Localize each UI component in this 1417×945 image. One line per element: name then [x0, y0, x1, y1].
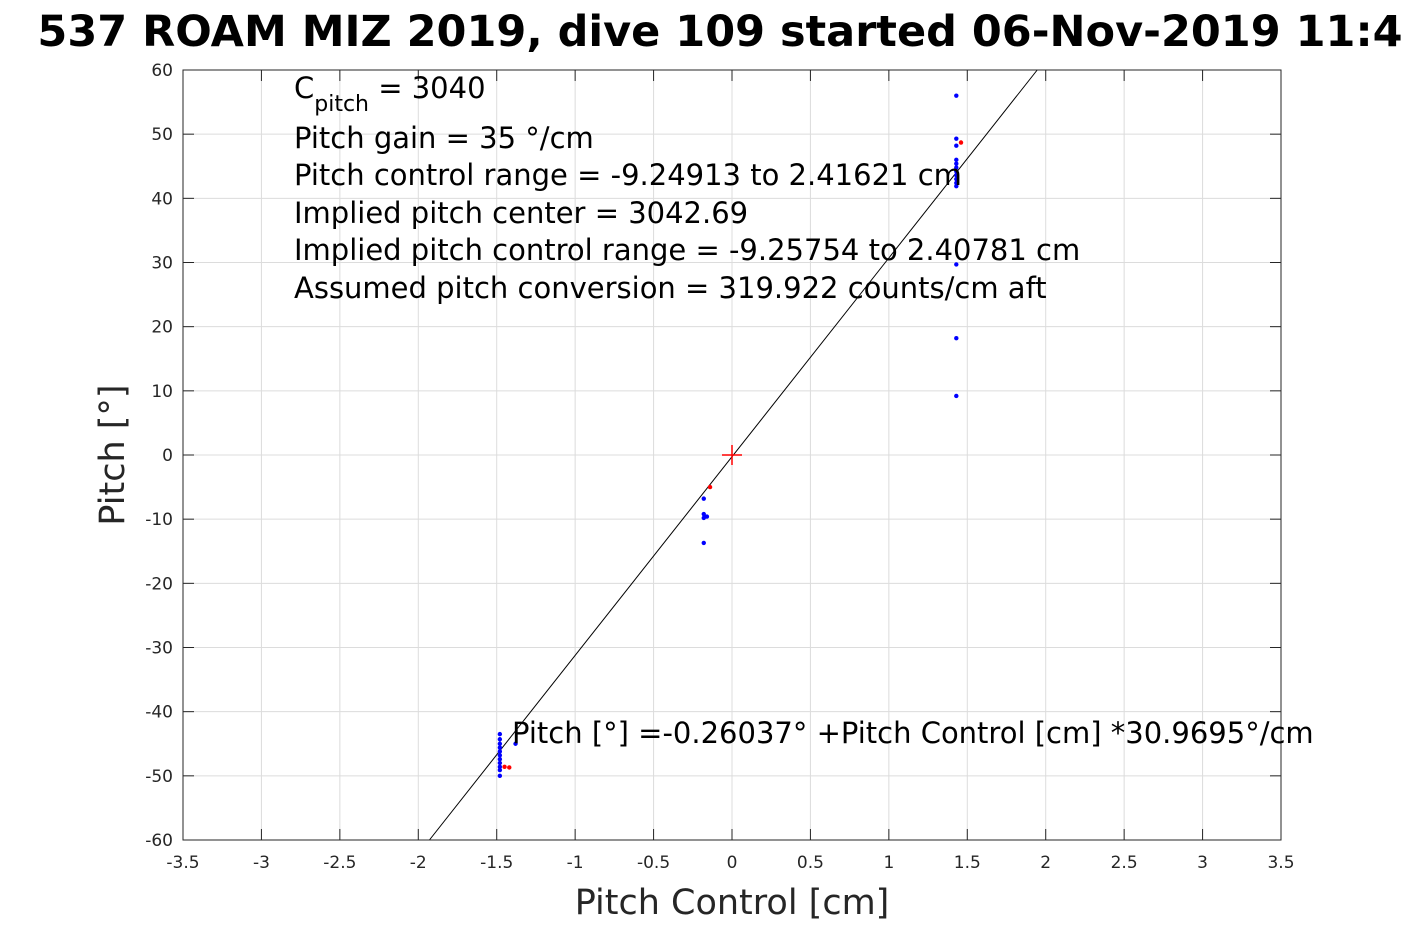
y-axis-ticks: 60 50 40 30 20 10 0 -10 -20 -30 -40 -50 -60: [145, 61, 1281, 851]
x-axis-ticks: -3.5 -3 -2.5 -2 -1.5 -1 -0.5 0 0.5 1 1.5 2 2.5 3 3.5: [166, 70, 1295, 873]
data-point: [954, 136, 959, 141]
annotation-block: Cpitch = 3040 Pitch gain = 35 °/cm Pitch…: [294, 71, 1080, 305]
x-tick-label: -0.5: [637, 853, 670, 873]
y-tick-label: 60: [151, 61, 173, 81]
data-point: [954, 262, 959, 267]
y-tick-label: -60: [145, 831, 173, 851]
data-point: [502, 764, 507, 770]
x-tick-label: 2: [1040, 853, 1051, 873]
x-tick-label: -3: [253, 853, 270, 873]
y-tick-label: -40: [145, 703, 173, 723]
data-point: [954, 176, 959, 182]
y-tick-label: -20: [145, 574, 173, 594]
data-point: [954, 180, 959, 186]
data-point: [497, 756, 503, 762]
c-pitch-subscript: pitch: [314, 92, 369, 117]
data-point: [497, 767, 503, 773]
data-point: [958, 140, 964, 145]
y-tick-label: 0: [162, 446, 173, 466]
data-point: [954, 93, 959, 98]
data-point: [497, 760, 503, 766]
y-tick-label: -10: [145, 510, 173, 530]
data-point: [954, 169, 959, 174]
data-point: [497, 745, 503, 750]
data-point: [497, 773, 503, 779]
c-pitch-main: C: [294, 71, 314, 105]
data-point: [497, 741, 503, 746]
x-tick-label: -2: [410, 853, 427, 873]
x-tick-label: 0.5: [797, 853, 824, 873]
data-point: [707, 484, 713, 490]
y-tick-label: -50: [145, 767, 173, 787]
data-point: [954, 143, 959, 148]
y-tick-label: 40: [151, 189, 173, 209]
data-point: [954, 173, 959, 178]
data-point: [507, 765, 512, 770]
x-tick-label: 1.5: [954, 853, 981, 873]
data-point: [497, 764, 503, 770]
data-point: [954, 393, 959, 399]
x-tick-label: 3: [1197, 853, 1208, 873]
data-point: [954, 161, 959, 166]
data-point: [497, 731, 503, 737]
annotation-implied-pitch-center: Implied pitch center = 3042.69: [294, 196, 748, 230]
x-tick-label: 1: [883, 853, 894, 873]
y-tick-label: 10: [151, 382, 173, 402]
y-tick-label: -30: [145, 639, 173, 659]
data-point: [497, 753, 503, 758]
data-points: [497, 93, 964, 779]
fit-equation-label: Pitch [°] =-0.26037° +Pitch Control [cm]…: [512, 716, 1314, 750]
x-tick-label: -1.5: [480, 853, 513, 873]
data-point: [954, 165, 959, 170]
x-tick-label: 2.5: [1111, 853, 1138, 873]
c-pitch-value: = 3040: [369, 71, 486, 105]
data-point: [513, 741, 518, 746]
annotation-pitch-gain: Pitch gain = 35 °/cm: [294, 121, 594, 155]
x-tick-label: 3.5: [1267, 853, 1294, 873]
data-point: [701, 496, 706, 501]
x-tick-label: -3.5: [166, 853, 199, 873]
x-tick-label: -1: [567, 853, 584, 873]
data-point: [704, 514, 710, 519]
data-point: [954, 336, 959, 341]
annotation-implied-pitch-control-range: Implied pitch control range = -9.25754 t…: [294, 233, 1080, 267]
x-tick-label: -2.5: [323, 853, 356, 873]
x-axis-label: Pitch Control [cm]: [575, 883, 890, 923]
annotation-assumed-pitch-conversion: Assumed pitch conversion = 319.922 count…: [294, 271, 1047, 305]
annotation-pitch-control-range: Pitch control range = -9.24913 to 2.4162…: [294, 158, 962, 192]
data-point: [497, 749, 503, 754]
center-marker: [722, 445, 742, 465]
data-point: [954, 157, 959, 163]
x-tick-label: 0: [727, 853, 738, 873]
y-axis-label: Pitch [°]: [93, 384, 133, 525]
data-point: [497, 737, 503, 742]
data-point: [954, 183, 959, 189]
y-tick-label: 20: [151, 318, 173, 338]
annotation-c-pitch: Cpitch = 3040: [294, 71, 486, 117]
chart-title: 537 ROAM MIZ 2019, dive 109 started 06-N…: [37, 7, 1402, 57]
y-tick-label: 50: [151, 125, 173, 145]
y-tick-label: 30: [151, 254, 173, 274]
data-point: [701, 540, 706, 546]
data-point: [701, 511, 706, 517]
